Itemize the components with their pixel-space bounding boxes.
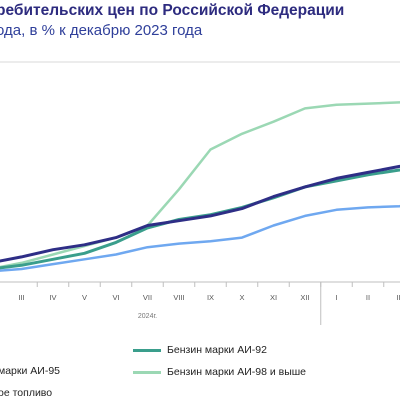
legend-swatch-ai92 — [133, 348, 161, 352]
x-tick-label: II — [366, 293, 370, 302]
x-tick-label: XI — [270, 293, 277, 302]
legend-label-ai98: Бензин марки АИ-98 и выше — [167, 366, 307, 378]
x-tick-label: III — [396, 293, 400, 302]
x-tick-label: VI — [112, 293, 119, 302]
x-tick-label: IV — [49, 293, 56, 302]
x-tick-label: XII — [300, 293, 309, 302]
x-tick-label: I — [335, 293, 337, 302]
series-line-2 — [0, 101, 400, 269]
series-line-3 — [0, 204, 400, 272]
x-tick-label: III — [18, 293, 24, 302]
legend-item-diesel: ое топливо — [0, 387, 52, 399]
series-line-1 — [0, 164, 400, 263]
x-tick-label: VII — [143, 293, 152, 302]
x-tick-label: V — [82, 293, 87, 302]
year-label-2024: 2024г. — [138, 313, 157, 320]
x-tick-label: VIII — [173, 293, 184, 302]
legend-item-ai92: Бензин марки АИ-92 — [133, 344, 267, 356]
x-tick-label: X — [239, 293, 244, 302]
x-tick-label: IX — [207, 293, 214, 302]
legend-label-ai95: марки АИ-95 — [0, 365, 61, 377]
legend-item-ai95: марки АИ-95 — [0, 365, 60, 377]
legend-item-ai98: Бензин марки АИ-98 и выше — [133, 366, 306, 378]
legend-label-diesel: ое топливо — [0, 387, 53, 399]
legend-swatch-ai98 — [133, 370, 161, 374]
chart-title: ребительских цен по Российской Федерации — [0, 2, 345, 19]
legend-label-ai92: Бензин марки АИ-92 — [167, 344, 267, 356]
chart-subtitle: ода, в % к декабрю 2023 года — [0, 22, 203, 39]
